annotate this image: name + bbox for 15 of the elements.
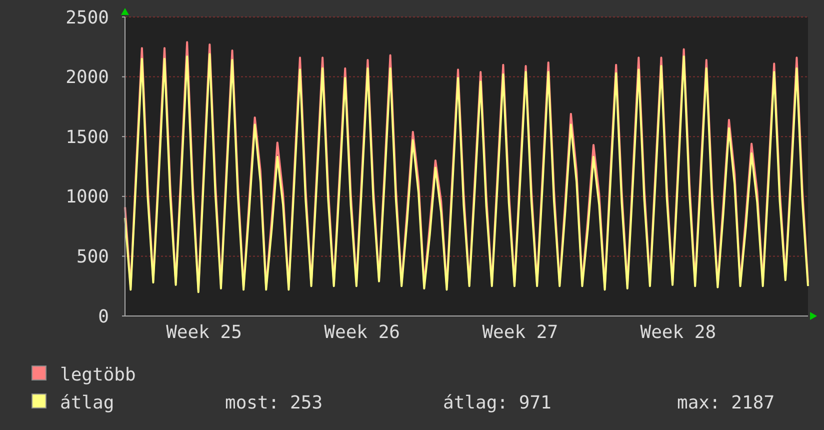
y-tick-label: 0 [98,306,109,328]
text: most: 253 [225,392,323,414]
x-tick-label: Week 28 [640,322,716,343]
text: max: 2187 [677,392,775,414]
x-tick-label: Week 26 [324,322,400,343]
y-tick-label: 2500 [66,7,109,28]
x-tick-label: Week 27 [482,322,558,343]
y-tick-label: 1500 [66,126,109,148]
legend-label: legtöbb [60,364,136,386]
text: átlag: 971 [443,392,552,414]
y-tick-label: 500 [76,246,109,268]
y-tick-label: 2000 [66,67,109,88]
x-tick-label: Week 25 [166,322,242,343]
y-tick-label: 1000 [66,186,109,208]
legend-label: átlag [60,392,114,414]
